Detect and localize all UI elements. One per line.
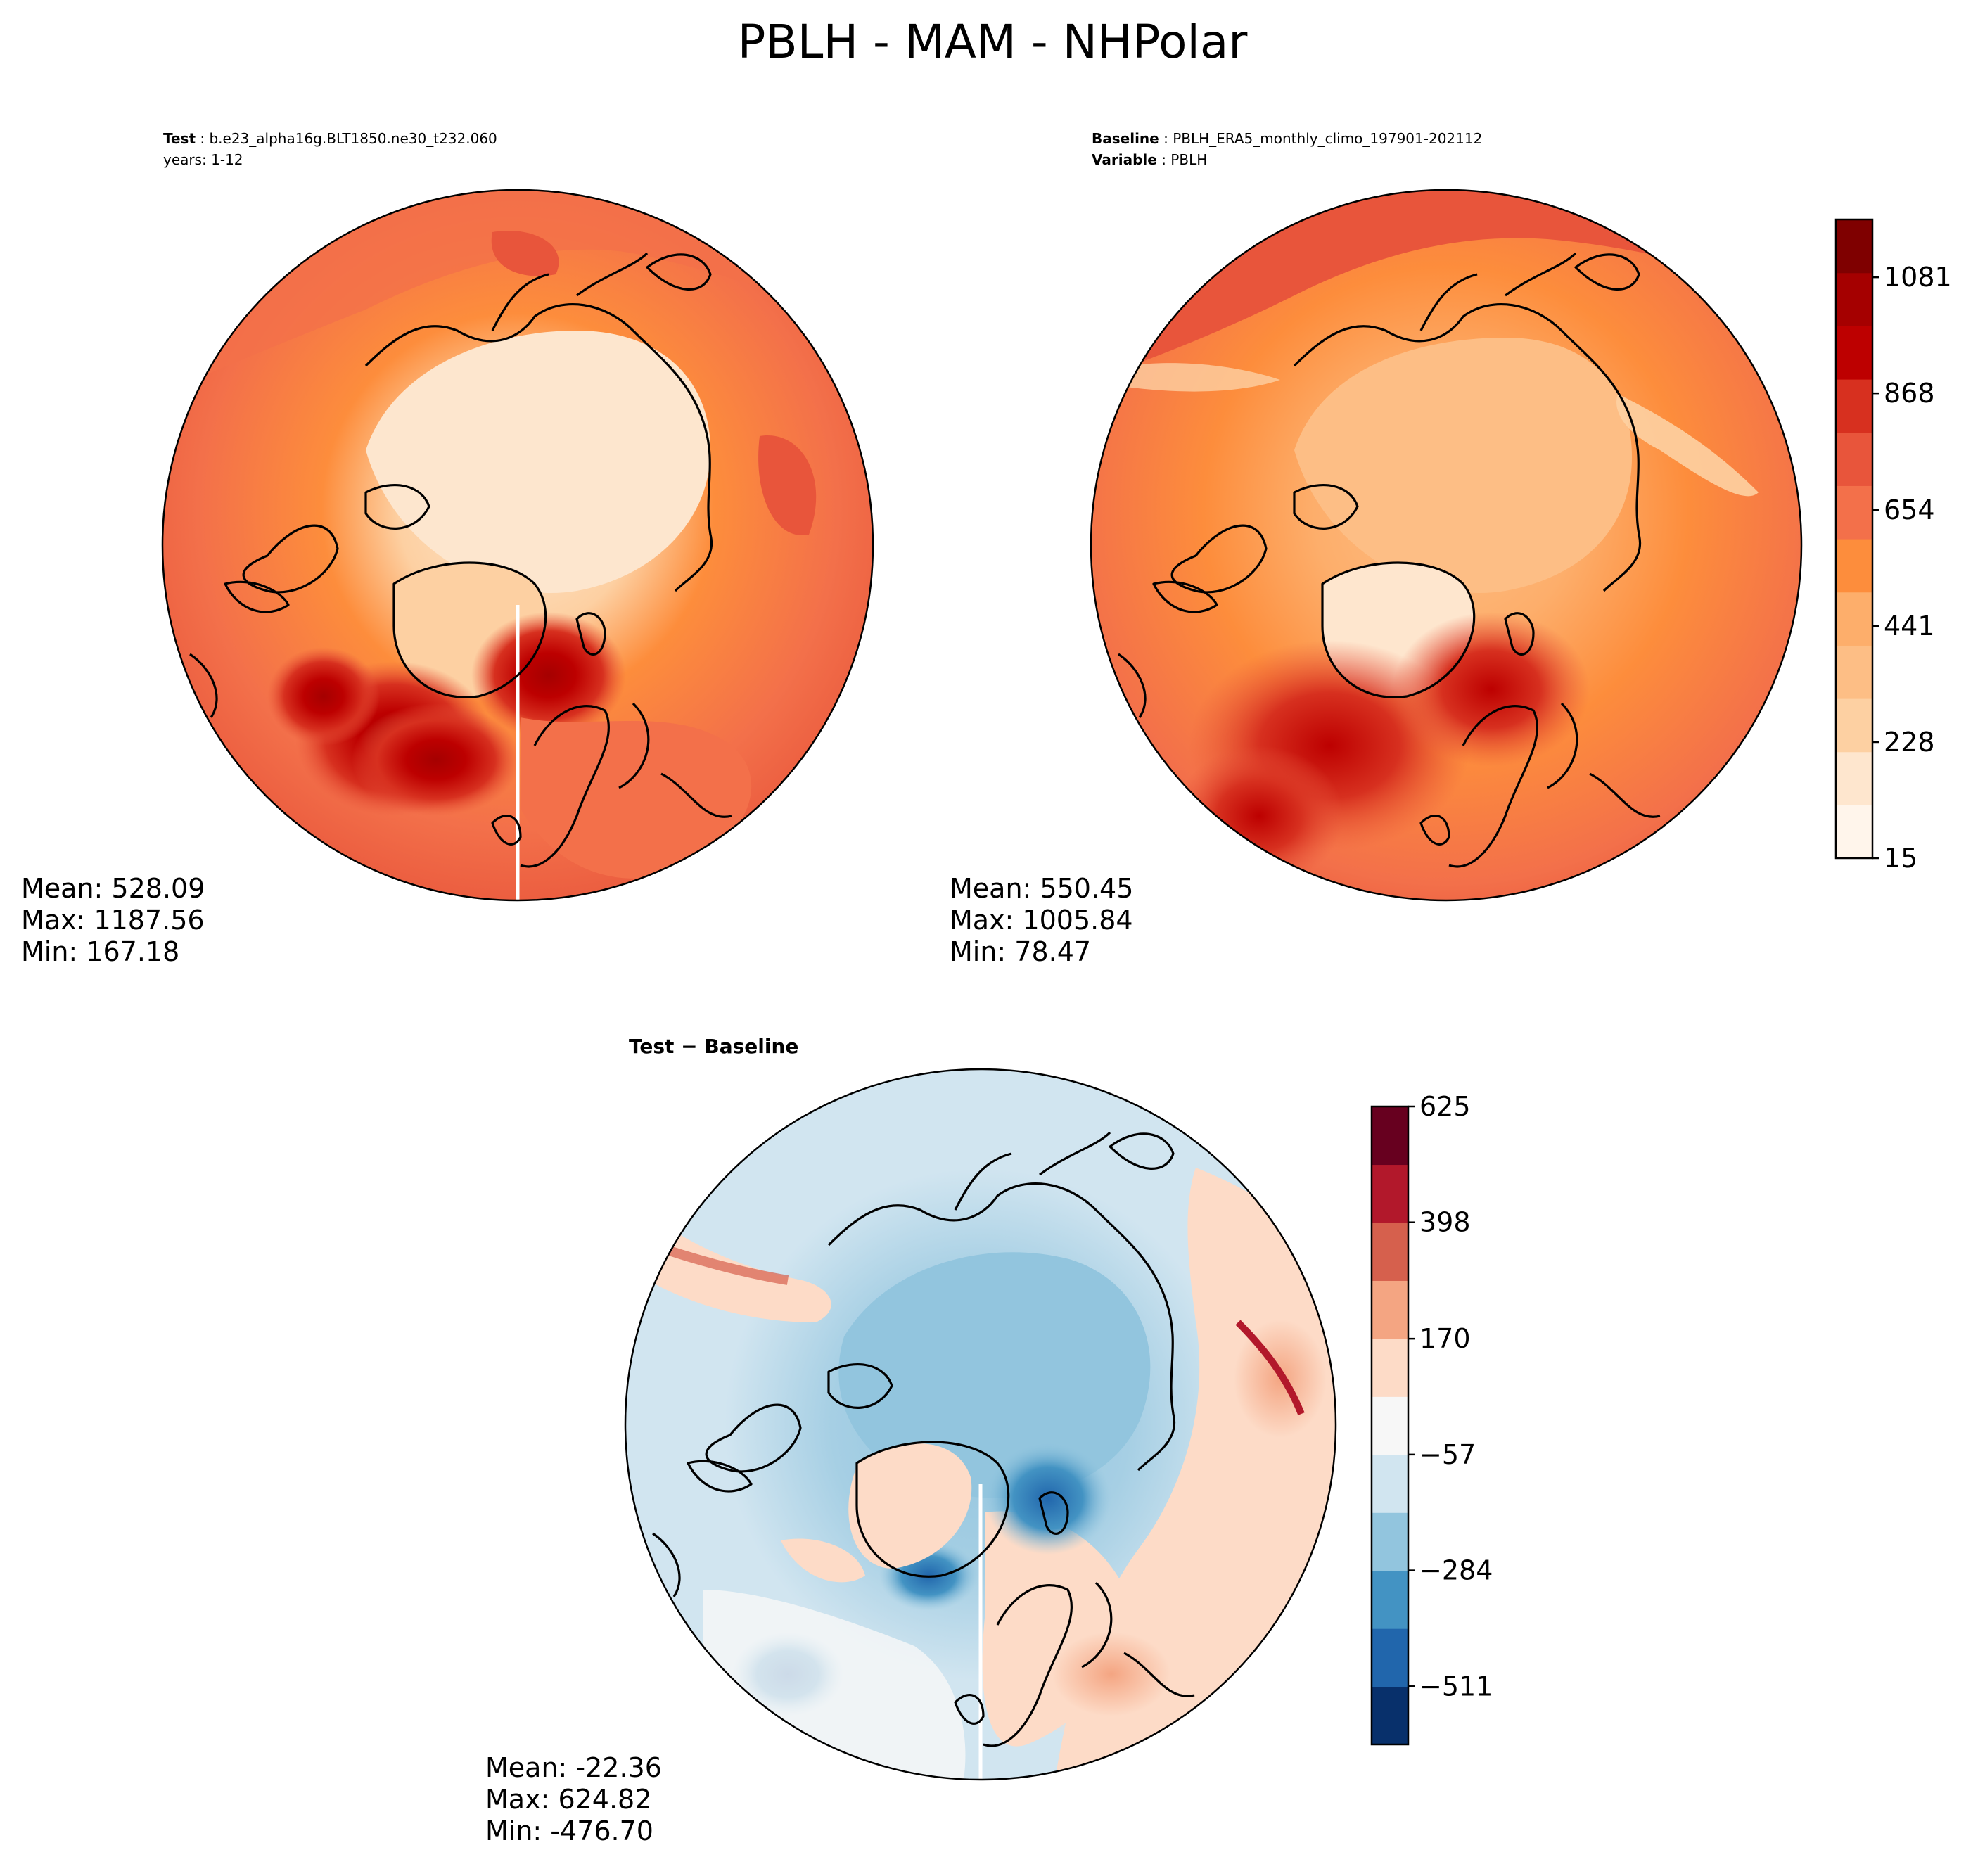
colorbar-tick-label: −511 — [1419, 1671, 1493, 1702]
colorbar-frame — [1834, 218, 1874, 860]
colorbar-tick-label: 1081 — [1884, 262, 1952, 293]
colorbar-level — [1372, 1280, 1408, 1339]
colorbar-tick-label: −57 — [1419, 1439, 1476, 1470]
colorbar-tick-label: 170 — [1419, 1323, 1471, 1354]
colorbar-tick-label: 398 — [1419, 1207, 1471, 1238]
colorbar-level — [1372, 1338, 1408, 1397]
colorbar-level — [1836, 539, 1872, 593]
difference-max: Max: 624.82 — [485, 1784, 651, 1815]
baseline-colorbar: 15 228 441 654 868 1081 — [1834, 218, 1952, 874]
colorbar-level — [1836, 698, 1872, 753]
colorbar-tick-label: −284 — [1419, 1555, 1493, 1586]
panel-test: Test : b.e23_alpha16g.BLT1850.ne30_t232.… — [21, 130, 874, 967]
baseline-map — [1091, 190, 1801, 900]
colorbar-level — [1836, 751, 1872, 805]
colorbar-level — [1836, 326, 1872, 380]
difference-mean: Mean: -22.36 — [485, 1752, 662, 1783]
colorbar-level — [1372, 1628, 1408, 1687]
test-header-line1: Test : b.e23_alpha16g.BLT1850.ne30_t232.… — [163, 130, 497, 147]
difference-colorbar: −511 −284 −57 170 398 625 — [1370, 1091, 1493, 1746]
baseline-min: Min: 78.47 — [950, 936, 1091, 967]
colorbar-tick-label: 868 — [1884, 378, 1935, 409]
colorbar-level — [1372, 1164, 1408, 1223]
baseline-header-line2: Variable : PBLH — [1092, 151, 1207, 168]
baseline-max: Max: 1005.84 — [950, 905, 1133, 936]
colorbar-level — [1372, 1570, 1408, 1629]
difference-header: Test − Baseline — [629, 1035, 798, 1058]
test-map — [162, 190, 873, 900]
colorbar-tick-label: 228 — [1884, 727, 1935, 758]
baseline-mean: Mean: 550.45 — [950, 873, 1133, 904]
colorbar-level — [1372, 1454, 1408, 1513]
colorbar-level — [1372, 1686, 1408, 1745]
test-header-line2: years: 1-12 — [163, 151, 243, 168]
colorbar-level — [1372, 1396, 1408, 1455]
colorbar-tick-label: 15 — [1884, 843, 1917, 874]
colorbar-level — [1836, 485, 1872, 540]
panel-baseline: Baseline : PBLH_ERA5_monthly_climo_19790… — [950, 130, 1952, 967]
colorbar-tick-label: 441 — [1884, 611, 1935, 642]
colorbar-tick-label: 625 — [1419, 1091, 1471, 1122]
colorbar-level — [1836, 805, 1872, 859]
test-mean: Mean: 528.09 — [21, 873, 205, 904]
colorbar-level — [1836, 645, 1872, 699]
baseline-header-line1: Baseline : PBLH_ERA5_monthly_climo_19790… — [1092, 130, 1482, 147]
colorbar-level — [1372, 1222, 1408, 1281]
colorbar-level — [1836, 432, 1872, 486]
panel-difference: Test − Baseline — [485, 1035, 1493, 1846]
figure-title: PBLH - MAM - NHPolar — [738, 15, 1249, 69]
difference-min: Min: -476.70 — [485, 1816, 653, 1846]
colorbar-level — [1836, 379, 1872, 433]
colorbar-frame — [1370, 1105, 1410, 1746]
colorbar-level — [1372, 1106, 1408, 1166]
colorbar-level — [1836, 592, 1872, 646]
colorbar-level — [1836, 272, 1872, 326]
difference-map — [625, 1069, 1336, 1780]
colorbar-level — [1836, 219, 1872, 274]
test-max: Max: 1187.56 — [21, 905, 205, 936]
test-min: Min: 167.18 — [21, 936, 179, 967]
colorbar-level — [1372, 1512, 1408, 1571]
colorbar-tick-label: 654 — [1884, 494, 1935, 525]
